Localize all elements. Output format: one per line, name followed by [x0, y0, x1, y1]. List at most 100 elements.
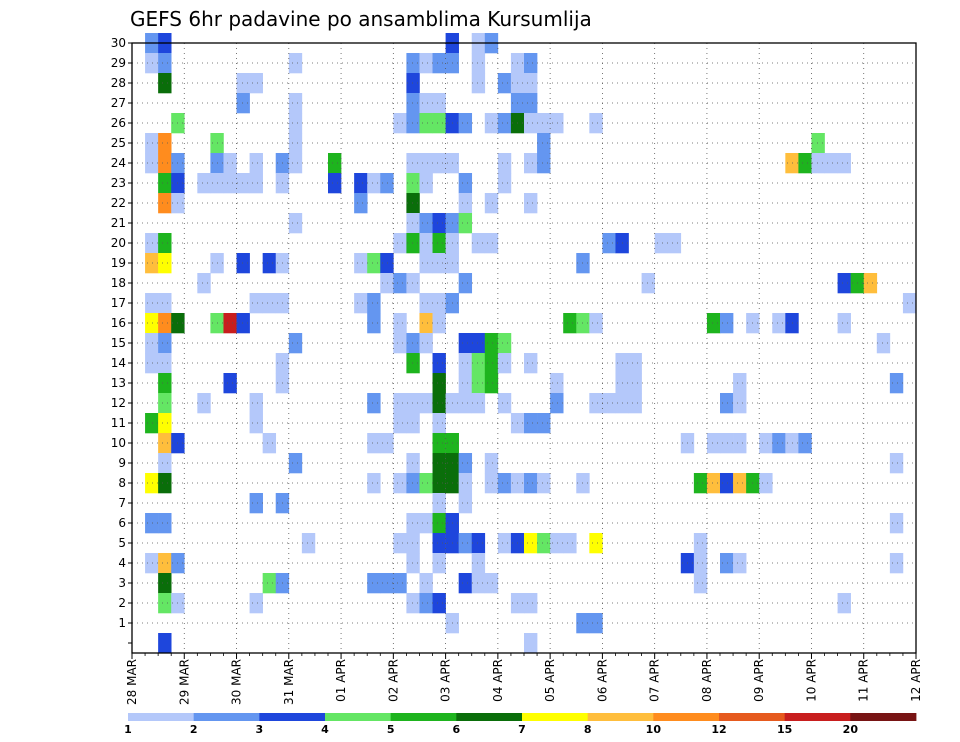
- heatmap-cell: [158, 373, 172, 394]
- heatmap-cell: [158, 633, 172, 654]
- heatmap-cell: [432, 233, 446, 254]
- heatmap-cell: [497, 473, 512, 494]
- heatmap-cell: [380, 433, 394, 454]
- heatmap-cell: [158, 353, 172, 374]
- heatmap-cell: [288, 333, 303, 354]
- heatmap-cell: [889, 553, 904, 574]
- heatmap-cell: [367, 473, 381, 494]
- heatmap-cell: [733, 433, 747, 454]
- heatmap-cell: [419, 513, 433, 534]
- heatmap-cell: [288, 213, 303, 234]
- heatmap-cell: [419, 153, 433, 174]
- heatmap-cell: [158, 473, 172, 494]
- heatmap-cell: [837, 273, 851, 294]
- heatmap-cell: [706, 313, 721, 334]
- heatmap-cell: [432, 313, 446, 334]
- y-tick-label: 20: [111, 236, 126, 250]
- heatmap-cell: [158, 233, 172, 254]
- heatmap-cell: [367, 573, 381, 594]
- heatmap-cell: [197, 393, 211, 414]
- heatmap-cell: [367, 173, 381, 194]
- y-tick-label: 30: [111, 36, 126, 50]
- legend-label: 12: [711, 723, 726, 736]
- heatmap-cells: [145, 33, 917, 654]
- legend-swatch: [259, 713, 326, 721]
- heatmap-cell: [393, 273, 407, 294]
- heatmap-cell: [145, 353, 159, 374]
- heatmap-cell: [458, 493, 473, 514]
- x-tick-label: 02 APR: [386, 659, 400, 702]
- heatmap-cell: [432, 393, 446, 414]
- heatmap-cell: [406, 413, 420, 434]
- heatmap-cell: [589, 393, 603, 414]
- heatmap-cell: [628, 353, 642, 374]
- heatmap-cell: [145, 133, 159, 154]
- legend-swatch: [193, 713, 260, 721]
- heatmap-cell: [249, 293, 263, 314]
- y-tick-label: 11: [111, 416, 126, 430]
- x-tick-label: 03 APR: [439, 659, 453, 702]
- heatmap-cell: [406, 513, 420, 534]
- heatmap-cell: [236, 173, 250, 194]
- heatmap-cell: [458, 213, 473, 234]
- heatmap-cell: [589, 613, 603, 634]
- heatmap-cell: [145, 153, 159, 174]
- x-tick-label: 08 APR: [700, 659, 714, 702]
- x-tick-label: 01 APR: [334, 659, 348, 702]
- heatmap-cell: [158, 313, 172, 334]
- y-axis-ticks: 1234567891011121314151617181920212223242…: [111, 36, 132, 644]
- heatmap-cell: [354, 173, 368, 194]
- heatmap-cell: [145, 313, 159, 334]
- heatmap-cell: [432, 433, 446, 454]
- heatmap-cell: [354, 253, 368, 274]
- heatmap-cell: [471, 233, 486, 254]
- heatmap-cell: [406, 273, 420, 294]
- heatmap-cell: [406, 473, 420, 494]
- heatmap-cell: [524, 53, 538, 74]
- heatmap-cell: [393, 113, 407, 134]
- heatmap-cell: [262, 293, 277, 314]
- heatmap-cell: [837, 313, 851, 334]
- x-axis-ticks: 28 MAR 29 MAR 30 MAR 31 MAR 01 APR 02 APR 03 A…: [125, 653, 923, 705]
- heatmap-cell: [288, 93, 303, 114]
- heatmap-cell: [145, 53, 159, 74]
- heatmap-cell: [497, 393, 512, 414]
- legend-swatch: [456, 713, 523, 721]
- heatmap-cell: [654, 233, 669, 254]
- heatmap-cell: [720, 553, 734, 574]
- heatmap-cell: [432, 53, 446, 74]
- heatmap-cell: [641, 273, 655, 294]
- y-tick-label: 7: [118, 496, 126, 510]
- y-tick-label: 17: [111, 296, 126, 310]
- y-tick-label: 19: [111, 256, 126, 270]
- heatmap-cell: [419, 333, 433, 354]
- heatmap-cell: [158, 253, 172, 274]
- y-tick-label: 9: [118, 456, 126, 470]
- y-tick-label: 16: [111, 316, 126, 330]
- heatmap-cell: [837, 153, 851, 174]
- heatmap-cell: [197, 173, 211, 194]
- x-tick-label: 04 APR: [491, 659, 505, 702]
- heatmap-cell: [733, 553, 747, 574]
- heatmap-cell: [223, 173, 237, 194]
- heatmap-cell: [432, 553, 446, 574]
- heatmap-cell: [458, 453, 473, 474]
- heatmap-cell: [524, 633, 538, 654]
- heatmap-cell: [406, 73, 420, 94]
- x-tick-label: 12 APR: [909, 659, 923, 702]
- heatmap-cell: [458, 273, 473, 294]
- heatmap-cell: [380, 173, 394, 194]
- heatmap-cell: [484, 333, 499, 354]
- heatmap-cell: [419, 313, 433, 334]
- heatmap-cell: [550, 373, 564, 394]
- heatmap-cell: [158, 433, 172, 454]
- heatmap-cell: [328, 173, 342, 194]
- heatmap-cell: [380, 253, 394, 274]
- y-tick-label: 21: [111, 216, 126, 230]
- heatmap-cell: [471, 53, 486, 74]
- heatmap-cell: [393, 333, 407, 354]
- heatmap-cell: [484, 373, 499, 394]
- heatmap-cell: [524, 413, 538, 434]
- x-tick-label: 07 APR: [648, 659, 662, 702]
